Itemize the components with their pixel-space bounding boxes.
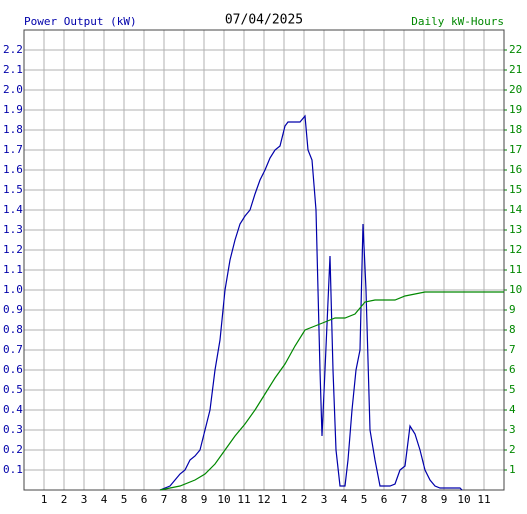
y2-tick-label: 10 xyxy=(509,283,522,296)
y-tick-label: 0.7 xyxy=(3,343,23,356)
y-tick-label: 1.5 xyxy=(3,183,23,196)
y-tick-label: 1.7 xyxy=(3,143,23,156)
y-tick-label: 0.5 xyxy=(3,383,23,396)
plot-frame xyxy=(23,29,505,491)
x-tick-label: 1 xyxy=(41,493,48,506)
y-tick-label: 2.2 xyxy=(3,43,23,56)
x-tick-label: 5 xyxy=(121,493,128,506)
x-tick-label: 8 xyxy=(181,493,188,506)
y2-tick-label: 20 xyxy=(509,83,522,96)
y2-tick-label: 21 xyxy=(509,63,522,76)
x-tick-label: 4 xyxy=(341,493,348,506)
y2-tick-label: 18 xyxy=(509,123,522,136)
y2-tick-label: 9 xyxy=(509,303,516,316)
x-tick-label: 12 xyxy=(257,493,270,506)
x-tick-label: 10 xyxy=(457,493,470,506)
y-tick-label: 1.1 xyxy=(3,263,23,276)
y2-tick-label: 2 xyxy=(509,443,516,456)
x-tick-label: 4 xyxy=(101,493,108,506)
x-tick-label: 11 xyxy=(237,493,250,506)
y2-tick-label: 11 xyxy=(509,263,522,276)
x-tick-label: 7 xyxy=(401,493,408,506)
data-line xyxy=(159,291,504,491)
y2-tick-label: 15 xyxy=(509,183,522,196)
x-tick-label: 1 xyxy=(281,493,288,506)
x-tick-label: 10 xyxy=(217,493,230,506)
y2-tick-label: 14 xyxy=(509,203,523,216)
y-tick-label: 1.4 xyxy=(3,203,23,216)
data-line xyxy=(159,114,463,491)
x-tick-label: 6 xyxy=(381,493,388,506)
y2-tick-label: 22 xyxy=(509,43,522,56)
y2-tick-label: 7 xyxy=(509,343,516,356)
y2-axis-title: Daily kW-Hours xyxy=(411,15,504,28)
x-tick-label: 9 xyxy=(201,493,208,506)
y-tick-label: 1.3 xyxy=(3,223,23,236)
y-tick-label: 0.3 xyxy=(3,423,23,436)
x-tick-label: 8 xyxy=(421,493,428,506)
y-tick-label: 0.2 xyxy=(3,443,23,456)
y-tick-label: 0.4 xyxy=(3,403,23,416)
y-tick-label: 1.0 xyxy=(3,283,23,296)
y-tick-label: 1.6 xyxy=(3,163,23,176)
y-tick-label: 2.1 xyxy=(3,63,23,76)
x-tick-label: 6 xyxy=(141,493,148,506)
x-tick-label: 9 xyxy=(441,493,448,506)
y-tick-label: 0.8 xyxy=(3,323,23,336)
y-tick-label: 0.1 xyxy=(3,463,23,476)
y-tick-label: 0.9 xyxy=(3,303,23,316)
y2-tick-label: 17 xyxy=(509,143,522,156)
y2-tick-label: 12 xyxy=(509,243,522,256)
x-tick-label: 7 xyxy=(161,493,168,506)
x-tick-label: 2 xyxy=(301,493,308,506)
x-tick-label: 2 xyxy=(61,493,68,506)
y2-tick-label: 3 xyxy=(509,423,516,436)
y-tick-label: 1.2 xyxy=(3,243,23,256)
x-tick-label: 5 xyxy=(361,493,368,506)
y-axis-title: Power Output (kW) xyxy=(24,15,137,28)
y2-tick-label: 1 xyxy=(509,463,516,476)
y2-tick-label: 13 xyxy=(509,223,522,236)
y-tick-label: 1.8 xyxy=(3,123,23,136)
y2-tick-label: 4 xyxy=(509,403,516,416)
x-tick-label: 11 xyxy=(477,493,490,506)
y2-tick-label: 6 xyxy=(509,363,516,376)
chart-title: 07/04/2025 xyxy=(225,13,303,28)
y2-tick-label: 8 xyxy=(509,323,516,336)
y2-tick-label: 16 xyxy=(509,163,522,176)
x-tick-label: 3 xyxy=(81,493,88,506)
x-tick-label: 3 xyxy=(321,493,328,506)
y-tick-label: 2.0 xyxy=(3,83,23,96)
y-tick-label: 0.6 xyxy=(3,363,23,376)
y-tick-label: 1.9 xyxy=(3,103,23,116)
y2-tick-label: 5 xyxy=(509,383,516,396)
y2-tick-label: 19 xyxy=(509,103,522,116)
